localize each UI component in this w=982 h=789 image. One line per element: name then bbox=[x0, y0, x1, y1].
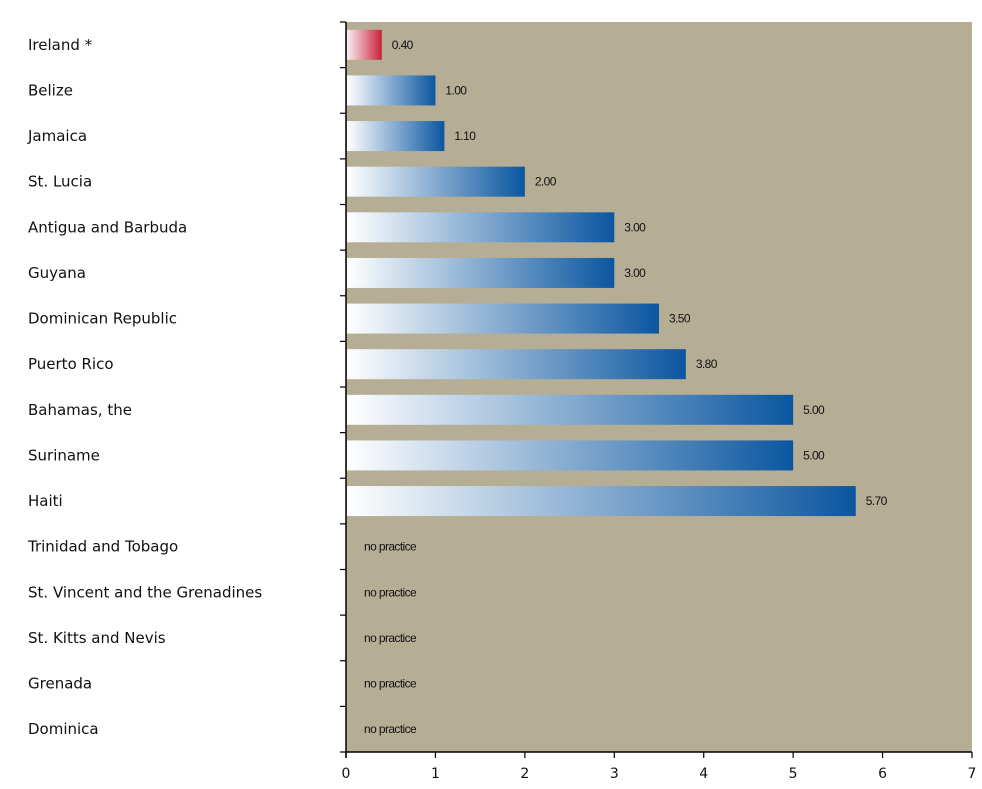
category-label: Antigua and Barbuda bbox=[28, 218, 187, 236]
x-tick-label: 2 bbox=[520, 766, 529, 782]
value-label: 1.10 bbox=[454, 129, 476, 143]
bar bbox=[347, 303, 659, 334]
category-label: Dominica bbox=[28, 720, 99, 738]
no-practice-label: no practice bbox=[364, 677, 417, 691]
category-label: Ireland * bbox=[28, 36, 93, 54]
x-tick-label: 0 bbox=[342, 766, 351, 782]
x-tick-label: 7 bbox=[968, 766, 977, 782]
category-label: Guyana bbox=[28, 264, 86, 282]
bar bbox=[347, 212, 615, 243]
category-label: St. Vincent and the Grenadines bbox=[28, 583, 262, 601]
category-label: Jamaica bbox=[27, 127, 87, 145]
value-label: 5.70 bbox=[866, 494, 888, 508]
bar bbox=[347, 75, 436, 106]
x-tick-label: 5 bbox=[789, 766, 798, 782]
no-practice-label: no practice bbox=[364, 585, 417, 599]
bar bbox=[347, 349, 686, 380]
value-label: 3.00 bbox=[624, 266, 646, 280]
category-label: Grenada bbox=[28, 675, 92, 693]
x-tick-label: 3 bbox=[610, 766, 619, 782]
bar bbox=[347, 394, 794, 425]
x-tick-label: 6 bbox=[878, 766, 887, 782]
x-tick-label: 1 bbox=[431, 766, 440, 782]
tick-labels-group: 0 1 2 3 4 5 6 7 bbox=[342, 766, 977, 782]
bar bbox=[347, 486, 856, 517]
value-label: 2.00 bbox=[535, 175, 557, 189]
no-practice-label: no practice bbox=[364, 540, 417, 554]
value-labels-group: 0.40 1.00 1.10 2.00 3.00 3.00 3.50 3.80 5.00 5.00… bbox=[364, 38, 888, 736]
no-practice-label: no practice bbox=[364, 722, 417, 736]
category-label: Dominican Republic bbox=[28, 310, 177, 328]
category-labels-group: Ireland * Belize Jamaica St. Lucia Antigua a… bbox=[27, 36, 262, 738]
no-practice-label: no practice bbox=[364, 631, 417, 645]
category-label: St. Kitts and Nevis bbox=[28, 629, 166, 647]
plot-area bbox=[346, 22, 972, 752]
category-label: St. Lucia bbox=[28, 173, 92, 191]
bar bbox=[347, 440, 794, 471]
category-label: Puerto Rico bbox=[28, 355, 114, 373]
value-label: 1.00 bbox=[445, 83, 467, 97]
bars-group bbox=[347, 29, 856, 517]
category-label: Bahamas, the bbox=[28, 401, 132, 419]
category-label: Haiti bbox=[28, 492, 63, 510]
bar bbox=[347, 257, 615, 288]
category-label: Trinidad and Tobago bbox=[27, 538, 178, 556]
axes-group bbox=[340, 21, 973, 758]
value-label: 0.40 bbox=[392, 38, 414, 52]
highlight-bar bbox=[347, 29, 382, 60]
value-label: 5.00 bbox=[803, 403, 825, 417]
value-label: 3.80 bbox=[696, 357, 718, 371]
value-label: 3.00 bbox=[624, 220, 646, 234]
x-tick-label: 4 bbox=[699, 766, 708, 782]
value-label: 5.00 bbox=[803, 448, 825, 462]
bar bbox=[347, 166, 525, 197]
category-label: Suriname bbox=[28, 446, 100, 464]
value-label: 3.50 bbox=[669, 312, 691, 326]
bar bbox=[347, 121, 445, 152]
category-label: Belize bbox=[28, 81, 73, 99]
